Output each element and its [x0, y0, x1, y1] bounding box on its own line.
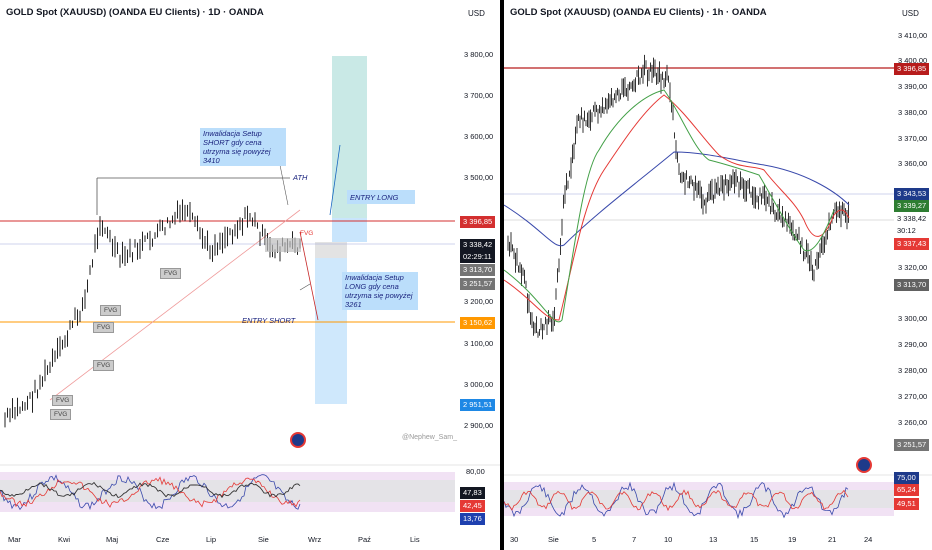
y-tick: 3 390,00 [898, 82, 928, 91]
x-tick: 24 [864, 535, 873, 544]
currency-label: USD [468, 9, 485, 18]
currency-label: USD [902, 9, 919, 18]
y-tick: 3 410,00 [898, 31, 928, 40]
y-tick: 3 260,00 [898, 418, 928, 427]
x-tick: Lip [206, 535, 217, 544]
y-tick: 3 800,00 [464, 50, 494, 59]
x-tick: Mar [8, 535, 21, 544]
osc-tag: 75,00 [894, 472, 919, 484]
price-tag-gray2: 3 251,57 [894, 439, 930, 451]
y-tick: 3 290,00 [898, 340, 928, 349]
price-tag-red: 3 396,85 [460, 216, 496, 228]
x-tick: Paź [358, 535, 371, 544]
x-tick: 7 [632, 535, 637, 544]
osc-tag: 13,76 [460, 513, 485, 525]
y-tick: 3 700,00 [464, 91, 494, 100]
long-invalidation-note[interactable]: Inwalidacja Setup LONG gdy cena utrzyma … [342, 272, 418, 310]
y-tick: 3 360,00 [898, 159, 928, 168]
hourly-candles [507, 54, 849, 340]
fvg-box: FVG [93, 360, 115, 371]
pane-divider[interactable] [500, 0, 504, 550]
short-target-zone [315, 258, 347, 404]
countdown-tag: 30:12 [894, 225, 919, 237]
price-tag-last: 3 338,42 [460, 239, 496, 251]
x-tick: Maj [106, 535, 119, 544]
daily-candles [4, 199, 301, 428]
y-tick: 3 370,00 [898, 134, 928, 143]
ath-label: ATH [293, 173, 308, 182]
osc-tag: 47,83 [460, 487, 485, 499]
x-tick: 5 [592, 535, 597, 544]
fvg-box: FVG [50, 409, 72, 420]
y-tick: 3 320,00 [898, 263, 928, 272]
x-tick: Kwi [58, 535, 71, 544]
price-tag-blue: 3 343,53 [894, 188, 930, 200]
price-tag-blue: 2 951,51 [460, 399, 496, 411]
fvg-box: FVG [93, 322, 115, 333]
y-tick: 3 200,00 [464, 297, 494, 306]
chart-title: GOLD Spot (XAUUSD) (OANDA EU Clients) · … [6, 7, 264, 18]
x-tick: Sie [258, 535, 269, 544]
entry-long-label: ENTRY LONG [350, 193, 399, 202]
x-tick: 10 [664, 535, 673, 544]
x-tick: Cze [156, 535, 170, 544]
long-stop-zone [332, 218, 367, 242]
price-tag-gray: 3 313,70 [894, 279, 930, 291]
hourly-chart-pane[interactable]: GOLD Spot (XAUUSD) (OANDA EU Clients) · … [504, 0, 932, 550]
x-tick: 19 [788, 535, 797, 544]
price-tag-red: 3 396,85 [894, 63, 930, 75]
y-tick: 3 280,00 [898, 366, 928, 375]
osc-tag: 49,51 [894, 498, 919, 510]
y-tick: 3 500,00 [464, 173, 494, 182]
x-tick: 30 [510, 535, 519, 544]
hourly-chart-canvas[interactable] [504, 0, 932, 550]
daily-chart-pane[interactable]: GOLD Spot (XAUUSD) (OANDA EU Clients) · … [0, 0, 500, 550]
x-tick: Sie [548, 535, 559, 544]
y-tick: 3 000,00 [464, 380, 494, 389]
short-stop-zone [315, 242, 347, 258]
fvg-label: FVG [300, 230, 314, 237]
price-tag-gray: 3 313,70 [460, 264, 496, 276]
x-tick: 13 [709, 535, 718, 544]
price-tag-orange: 3 150,62 [460, 317, 496, 329]
price-tag-red2: 3 337,43 [894, 238, 930, 250]
y-tick: 3 400,00 [898, 56, 928, 65]
entry-short-label: ENTRY SHORT [242, 316, 296, 325]
flag-icon[interactable] [856, 457, 872, 473]
chart-title: GOLD Spot (XAUUSD) (OANDA EU Clients) · … [510, 7, 767, 18]
countdown-tag: 02:29:11 [460, 251, 495, 263]
ma-green [504, 89, 835, 323]
fvg-box: FVG [52, 395, 74, 406]
price-tag-gray: 3 251,57 [460, 278, 496, 290]
x-tick: 21 [828, 535, 837, 544]
x-tick: 15 [750, 535, 759, 544]
y-tick: 3 100,00 [464, 339, 494, 348]
x-tick: Wrz [308, 535, 322, 544]
price-tag-last: 3 338,42 [894, 213, 930, 225]
osc-tag: 65,24 [894, 484, 919, 496]
short-invalidation-note[interactable]: Inwalidacja Setup SHORT gdy cena utrzyma… [200, 128, 286, 166]
price-tag-green: 3 339,27 [894, 200, 930, 212]
y-tick: 2 900,00 [464, 421, 494, 430]
y-tick: 3 380,00 [898, 108, 928, 117]
fvg-box: FVG [160, 268, 182, 279]
osc-tag: 42,45 [460, 500, 485, 512]
y-tick: 3 270,00 [898, 392, 928, 401]
x-tick: Lis [410, 535, 420, 544]
fvg-box: FVG [100, 305, 122, 316]
y-tick: 3 300,00 [898, 314, 928, 323]
ma-blue [504, 151, 850, 247]
trendline [49, 209, 301, 401]
osc-tick: 80,00 [466, 467, 485, 476]
y-tick: 3 600,00 [464, 132, 494, 141]
watermark: @Nephew_Sam_ [402, 434, 457, 441]
daily-chart-canvas[interactable] [0, 0, 500, 550]
flag-icon[interactable] [290, 432, 306, 448]
ma-red [504, 94, 850, 321]
entry-long-box [347, 190, 415, 204]
